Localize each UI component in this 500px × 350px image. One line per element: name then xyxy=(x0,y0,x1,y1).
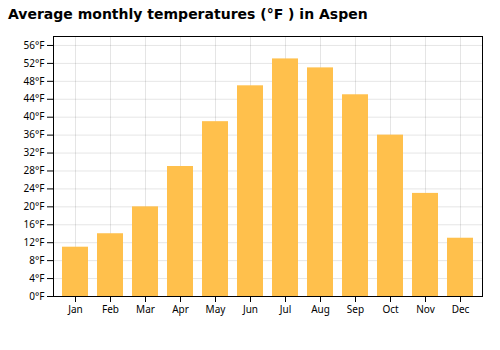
svg-text:May: May xyxy=(206,302,227,316)
svg-text:Mar: Mar xyxy=(136,302,155,316)
svg-text:Feb: Feb xyxy=(102,302,119,316)
svg-text:Aug: Aug xyxy=(311,302,330,316)
svg-text:Apr: Apr xyxy=(172,302,189,316)
svg-text:20°F: 20°F xyxy=(24,199,45,213)
svg-text:4°F: 4°F xyxy=(29,271,44,285)
svg-text:8°F: 8°F xyxy=(29,253,44,267)
svg-text:44°F: 44°F xyxy=(24,91,45,105)
svg-text:Sep: Sep xyxy=(347,302,364,316)
svg-text:Jul: Jul xyxy=(279,302,292,316)
svg-text:40°F: 40°F xyxy=(24,109,45,123)
svg-text:Jan: Jan xyxy=(67,302,83,316)
svg-text:0°F: 0°F xyxy=(29,289,44,303)
svg-text:36°F: 36°F xyxy=(24,127,45,141)
svg-text:Dec: Dec xyxy=(452,302,470,316)
svg-text:12°F: 12°F xyxy=(24,235,45,249)
svg-text:56°F: 56°F xyxy=(24,38,45,52)
svg-text:24°F: 24°F xyxy=(24,181,45,195)
svg-text:Oct: Oct xyxy=(382,302,399,316)
svg-text:Jun: Jun xyxy=(242,302,258,316)
svg-text:Nov: Nov xyxy=(416,302,435,316)
svg-text:28°F: 28°F xyxy=(24,163,45,177)
svg-text:32°F: 32°F xyxy=(24,145,45,159)
html-text:Average monthly temperatures (: Average monthly temperatures (°F ) in As… xyxy=(8,6,368,22)
svg-text:52°F: 52°F xyxy=(24,56,45,70)
svg-text:48°F: 48°F xyxy=(24,74,45,88)
svg-text:16°F: 16°F xyxy=(24,217,45,231)
